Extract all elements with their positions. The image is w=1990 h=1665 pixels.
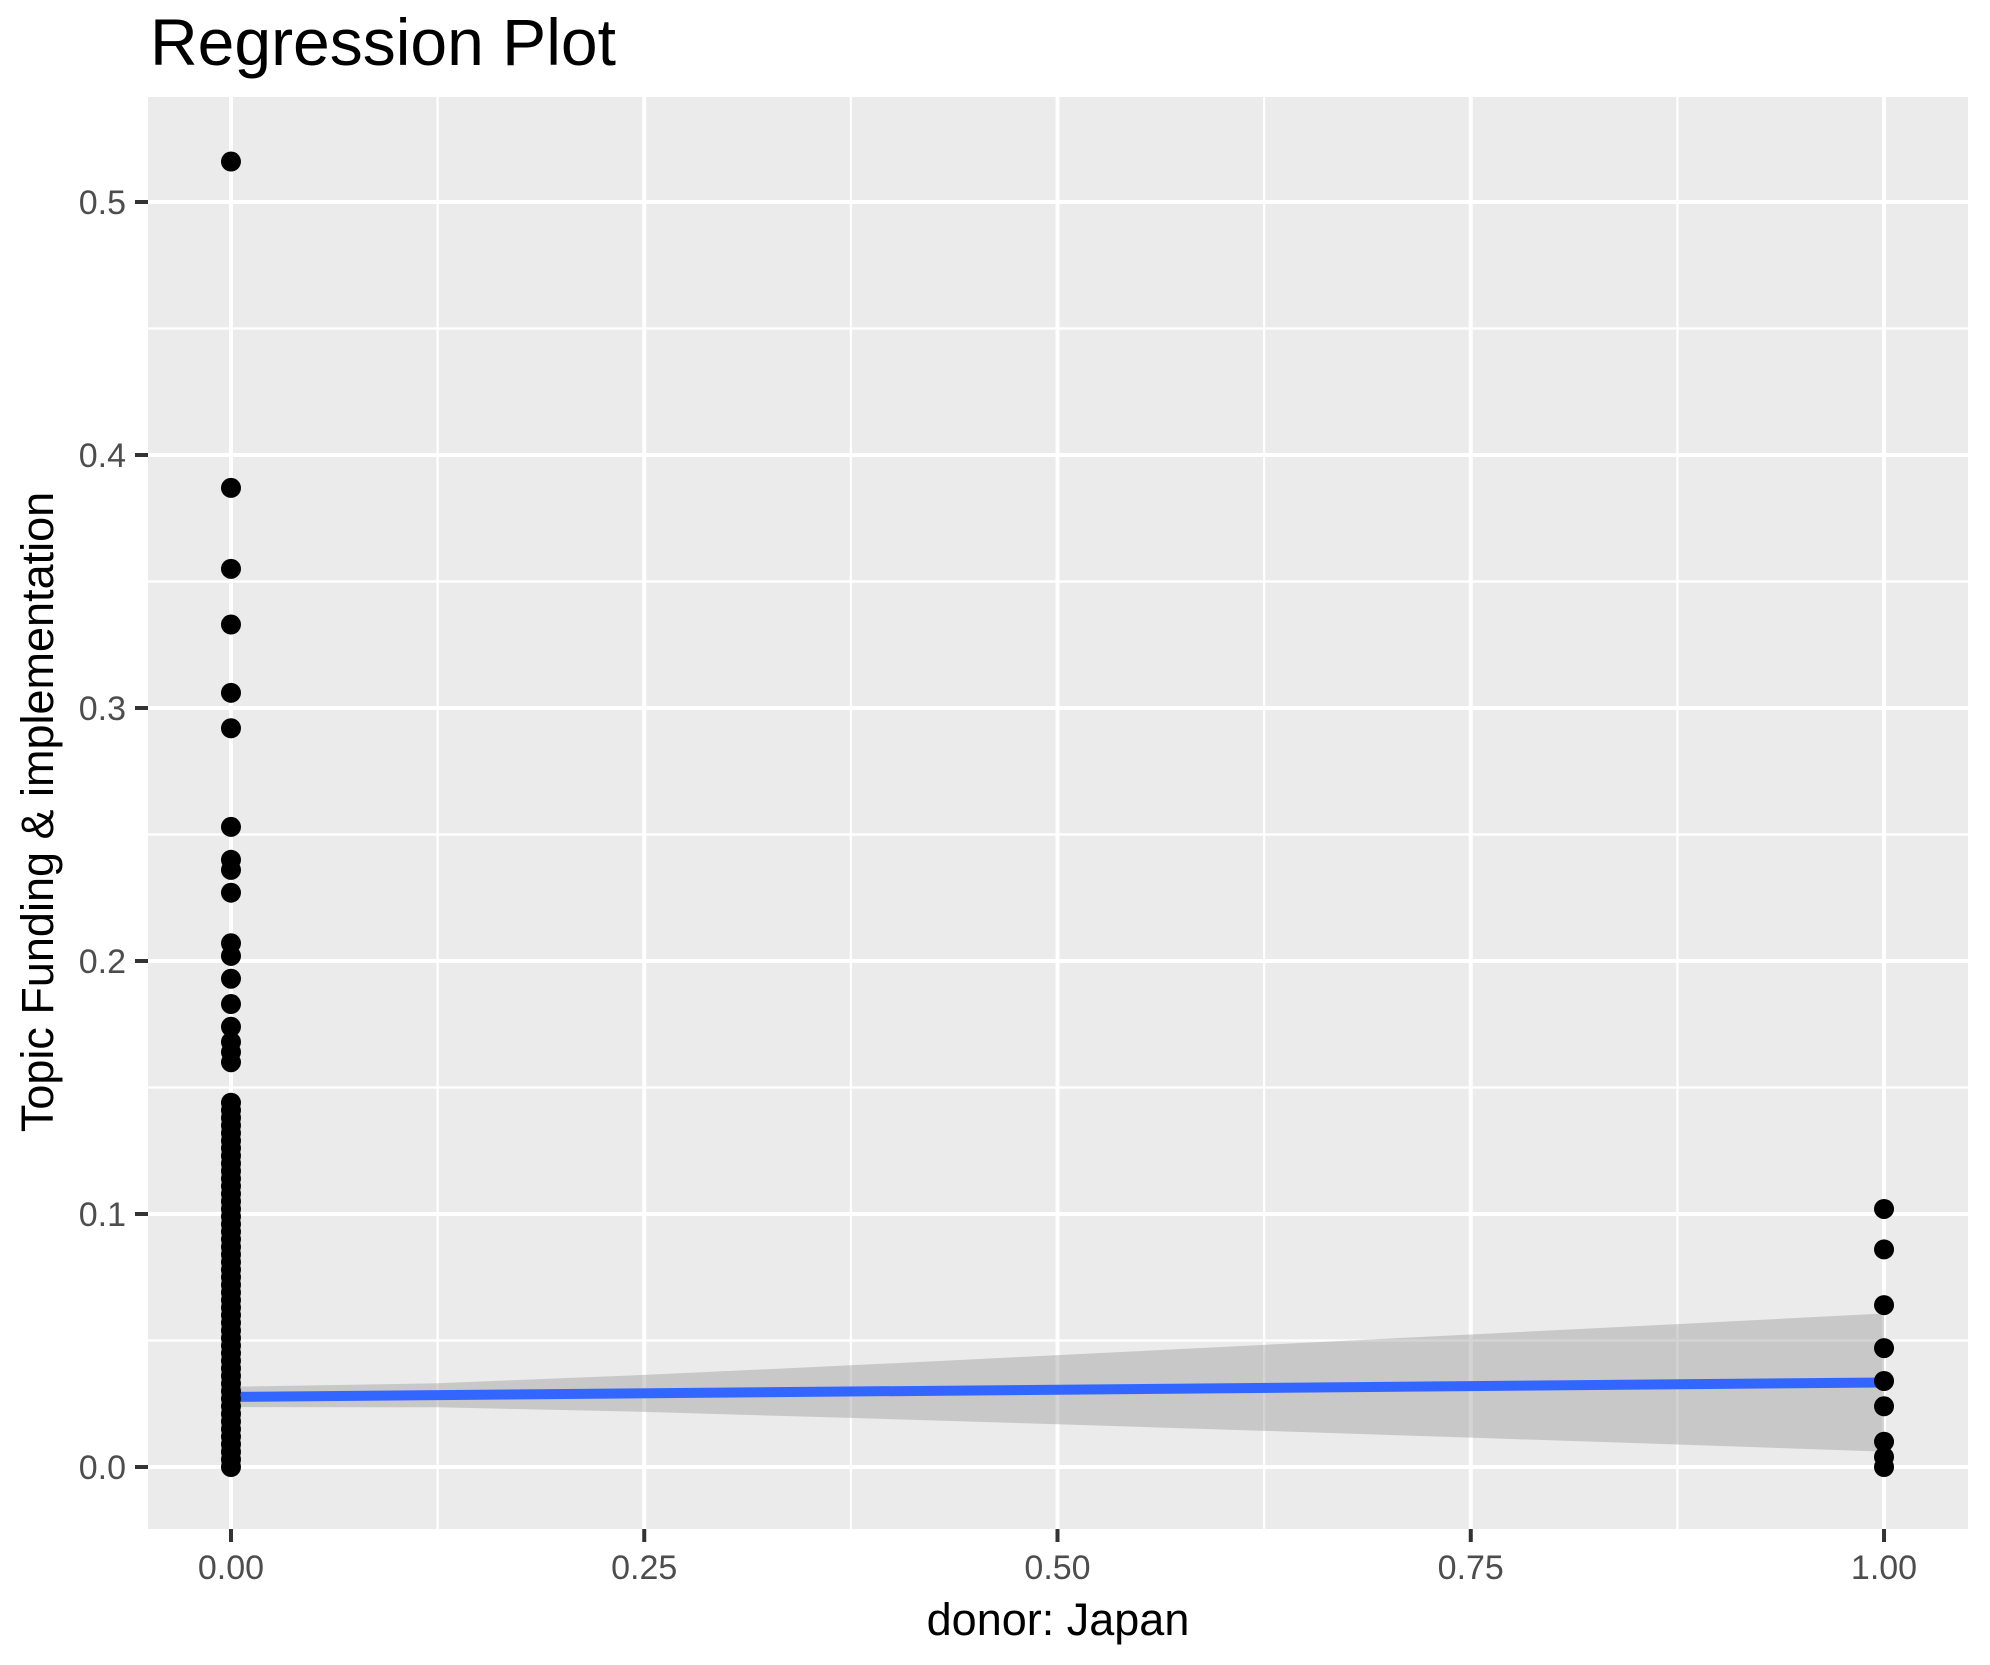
data-point [220,682,241,703]
data-point [220,718,241,739]
y-tick-label: 0.1 [79,1196,126,1234]
data-point [220,859,241,880]
y-tick-label: 0.3 [79,690,126,728]
data-point [1874,1370,1895,1391]
data-point [220,945,241,966]
data-point [220,477,241,498]
x-tick-label: 0.50 [1024,1549,1090,1587]
data-point [220,558,241,579]
data-point [1874,1396,1895,1417]
data-point [1874,1239,1895,1260]
y-tick-label: 0.0 [79,1449,126,1487]
data-point [1874,1431,1895,1452]
data-point [1874,1457,1895,1478]
x-axis-title: donor: Japan [926,1594,1190,1645]
regression-line [230,1377,1885,1402]
data-point [1874,1198,1895,1219]
data-point [220,994,241,1015]
x-tick-label: 0.25 [611,1549,677,1587]
y-tick-label: 0.5 [79,184,126,222]
data-point [220,816,241,837]
x-tick-label: 0.00 [198,1549,264,1587]
plot-title: Regression Plot [150,5,616,79]
y-tick-label: 0.4 [79,437,126,475]
y-tick-label: 0.2 [79,943,126,981]
x-tick-label: 0.75 [1438,1549,1504,1587]
data-point [220,968,241,989]
data-point [220,1016,241,1037]
data-point [220,614,241,635]
data-point [220,1052,241,1073]
data-point [1874,1338,1895,1359]
x-tick-label: 1.00 [1851,1549,1917,1587]
data-point [1874,1295,1895,1316]
data-point [220,151,241,172]
data-point [220,882,241,903]
data-point [220,1457,241,1478]
confidence-band [230,1313,1885,1452]
